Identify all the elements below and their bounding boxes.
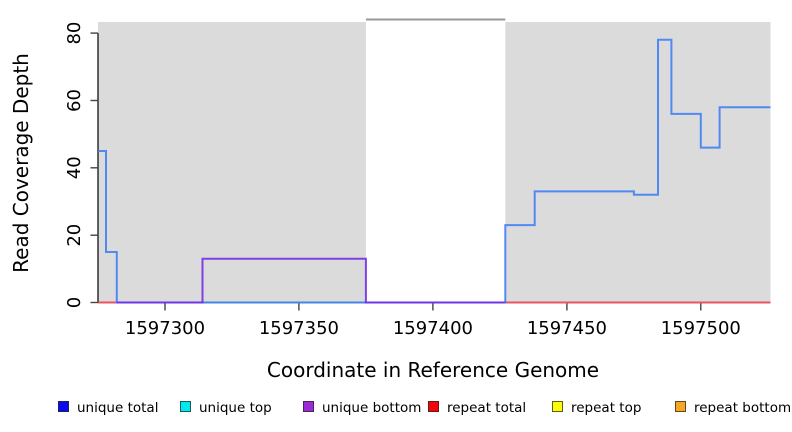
x-tick-label: 1597450 [527, 318, 607, 339]
y-tick-label: 40 [64, 156, 85, 179]
x-tick-label: 1597500 [661, 318, 741, 339]
legend-swatch-icon [58, 401, 69, 412]
legend-label: unique total [77, 400, 159, 416]
legend-label: unique bottom [322, 400, 422, 416]
y-tick-label: 80 [64, 22, 85, 45]
x-tick-label: 1597400 [393, 318, 473, 339]
legend-label: unique top [199, 400, 272, 416]
y-tick-label: 20 [64, 224, 85, 247]
x-tick-label: 1597300 [125, 318, 205, 339]
series-unique-total-blue-trace- [98, 38, 771, 304]
x-axis-title: Coordinate in Reference Genome [266, 358, 600, 382]
y-axis: 0 20 40 60 80 [64, 22, 99, 308]
y-tick-label: 60 [64, 89, 85, 112]
x-tick-label: 1597350 [259, 318, 339, 339]
y-tick-label: 0 [64, 297, 85, 308]
legend-label: repeat bottom [694, 400, 792, 416]
legend-swatch-icon [428, 401, 439, 412]
legend-swatch-icon [552, 401, 563, 412]
x-axis: 1597300 1597350 1597400 1597450 1597500 [125, 303, 741, 339]
legend-swatch-icon [180, 401, 191, 412]
series-unique-bottom-purple-trace- [116, 257, 506, 304]
legend-label: repeat top [571, 400, 642, 416]
legend-swatch-icon [303, 401, 314, 412]
legend-swatch-icon [675, 401, 686, 412]
unique-region-shading [98, 22, 771, 303]
legend-label: repeat total [447, 400, 527, 416]
y-axis-title: Read Coverage Depth [9, 53, 33, 273]
